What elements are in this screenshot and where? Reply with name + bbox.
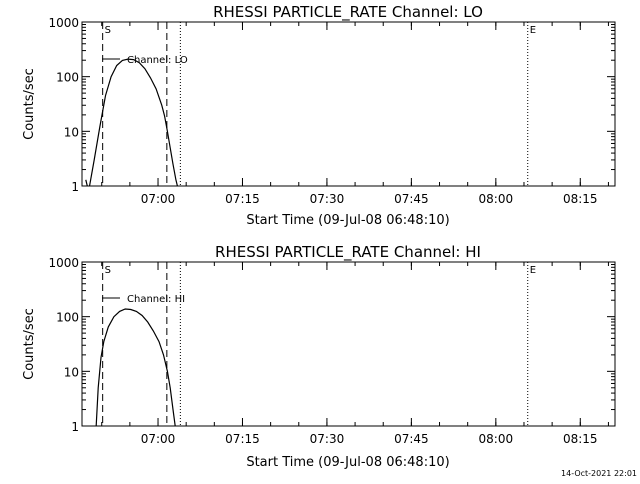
x-tick-label: 07:45 bbox=[394, 432, 429, 446]
y-tick-label: 10 bbox=[64, 365, 79, 379]
y-tick-label: 10 bbox=[64, 125, 79, 139]
x-tick-label: 07:15 bbox=[225, 432, 260, 446]
x-tick-label: 07:45 bbox=[394, 192, 429, 206]
event-marker-label: S bbox=[105, 25, 111, 36]
series-line bbox=[85, 58, 179, 186]
x-tick-label: 07:00 bbox=[141, 192, 176, 206]
legend: Channel: HI bbox=[102, 294, 185, 305]
event-marker-label: E bbox=[530, 265, 536, 276]
y-axis-label: Counts/sec bbox=[22, 68, 37, 140]
x-tick-label: 07:00 bbox=[141, 432, 176, 446]
legend-label: Channel: HI bbox=[127, 294, 185, 305]
y-tick-label: 1000 bbox=[48, 16, 79, 30]
event-marker-label: E bbox=[530, 25, 536, 36]
x-axis-label: Start Time (09-Jul-08 06:48:10) bbox=[246, 213, 449, 228]
chart-title: RHESSI PARTICLE_RATE Channel: LO bbox=[213, 3, 483, 22]
x-tick-label: 07:15 bbox=[225, 192, 260, 206]
series-group bbox=[95, 308, 176, 426]
x-axis-label: Start Time (09-Jul-08 06:48:10) bbox=[246, 455, 449, 470]
axis-ticks: 07:00 07:15 07:30 07:45 08:00 08:15 1 10 100 1000 bbox=[48, 16, 615, 206]
series-group bbox=[85, 58, 179, 186]
panel-hi: RHESSI PARTICLE_RATE Channel: HI Start T… bbox=[22, 243, 616, 470]
x-tick-label: 07:30 bbox=[310, 192, 345, 206]
footer-timestamp: 14-Oct-2021 22:01 bbox=[561, 469, 637, 478]
y-tick-label: 1 bbox=[71, 420, 79, 434]
y-tick-label: 100 bbox=[56, 311, 79, 325]
x-tick-label: 08:00 bbox=[479, 432, 514, 446]
y-tick-label: 100 bbox=[56, 71, 79, 85]
plot-frame bbox=[81, 261, 616, 427]
chart-title: RHESSI PARTICLE_RATE Channel: HI bbox=[215, 243, 481, 262]
panel-lo: RHESSI PARTICLE_RATE Channel: LO Start T… bbox=[22, 3, 616, 228]
y-tick-label: 1 bbox=[71, 180, 79, 194]
axis-ticks: 07:00 07:15 07:30 07:45 08:00 08:15 1 10 100 1000 bbox=[48, 256, 615, 446]
x-tick-label: 08:15 bbox=[563, 192, 598, 206]
x-tick-label: 08:15 bbox=[563, 432, 598, 446]
legend: Channel: LO bbox=[102, 55, 188, 66]
y-tick-label: 1000 bbox=[48, 256, 79, 270]
plot-frame bbox=[81, 21, 616, 187]
event-marker-label: S bbox=[105, 265, 111, 276]
x-tick-label: 08:00 bbox=[479, 192, 514, 206]
y-axis-label: Counts/sec bbox=[22, 308, 37, 380]
legend-label: Channel: LO bbox=[127, 55, 188, 66]
series-line bbox=[95, 308, 176, 426]
x-tick-label: 07:30 bbox=[310, 432, 345, 446]
